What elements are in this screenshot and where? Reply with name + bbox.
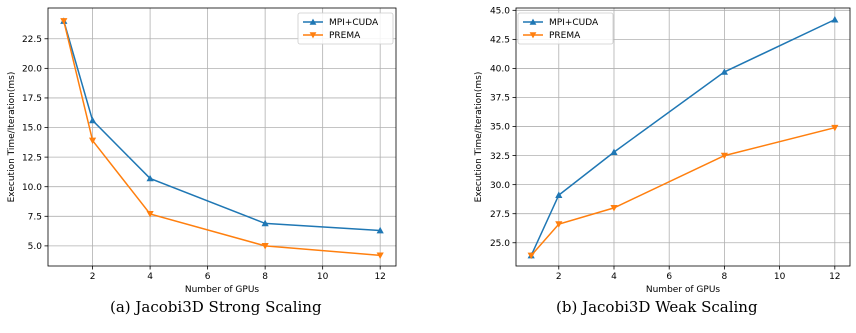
x-tick-label: 8	[722, 272, 728, 282]
y-tick-label: 35.0	[490, 123, 510, 133]
y-axis-label: Execution Time/Iteration(ms)	[474, 72, 484, 203]
legend-swatch-marker	[529, 18, 537, 25]
x-tick-label: 6	[666, 272, 672, 282]
legend-box	[297, 12, 394, 45]
x-axis-label: Number of GPUs	[185, 285, 260, 295]
data-point-prema	[261, 243, 269, 250]
data-point-mpi-cuda	[376, 226, 384, 234]
y-tick-label: 20.0	[22, 65, 42, 75]
series-line-prema	[63, 20, 381, 257]
y-axis-label: Execution Time/Iteration(ms)	[7, 72, 17, 203]
x-tick-label: 4	[611, 272, 617, 282]
legend-entry: PREMA	[329, 31, 361, 41]
series-line-mpi-cuda	[530, 18, 836, 256]
y-tick-label: 5.0	[28, 242, 43, 252]
data-point-prema	[527, 252, 535, 260]
y-tick-label: 30.0	[490, 181, 510, 191]
figure-canvas: 2 4 6 8 10 12 5.0 7.5 10.0 12.5 15.0 17.5 20.0 22.5 Nu…	[7, 7, 851, 295]
x-tick-label: 10	[774, 272, 786, 282]
data-point-mpi-cuda	[720, 68, 729, 75]
y-tick-label: 22.5	[22, 35, 42, 45]
legend: MPI+CUDA PREMA	[517, 12, 614, 45]
x-tick-label: 2	[556, 272, 562, 282]
y-tick-label: 32.5	[490, 152, 510, 162]
x-tick-label: 2	[90, 272, 96, 282]
data-point-mpi-cuda	[555, 191, 563, 198]
y-tick-label: 7.5	[28, 212, 42, 222]
y-tick-label: 17.5	[22, 94, 42, 104]
data-point-mpi-cuda	[610, 148, 618, 155]
data-point-prema	[831, 124, 839, 132]
legend: MPI+CUDA PREMA	[297, 12, 394, 45]
y-tick-label: 37.5	[490, 94, 510, 104]
legend-entry: MPI+CUDA	[329, 18, 379, 28]
data-point-mpi-cuda	[261, 219, 269, 227]
legend-swatch-marker	[309, 18, 317, 25]
weak-scaling-chart: 2 4 6 8 10 12 25.0 27.5 30.0 32.5 35.0 37.5 40.0 42.5…	[474, 7, 851, 295]
data-point-prema	[60, 18, 68, 25]
data-point-prema	[88, 137, 97, 145]
y-tick-label: 25.0	[490, 239, 510, 249]
y-tick-label: 42.5	[490, 36, 510, 46]
data-point-prema	[555, 221, 563, 228]
y-tick-label: 45.0	[490, 7, 510, 17]
x-axis-label: Number of GPUs	[646, 285, 721, 295]
data-point-prema	[146, 211, 154, 218]
plot-frame	[515, 7, 851, 267]
data-point-mpi-cuda	[831, 16, 839, 23]
data-point-prema	[610, 205, 618, 212]
series-line-prema	[530, 126, 836, 257]
y-tick-label: 40.0	[490, 65, 510, 75]
caption-weak-scaling: (b) Jacobi3D Weak Scaling	[556, 298, 758, 316]
legend-swatch-marker	[309, 32, 317, 39]
series-line-mpi-cuda	[63, 20, 381, 232]
x-tick-label: 6	[205, 272, 211, 282]
x-tick-label: 4	[147, 272, 153, 282]
caption-strong-scaling: (a) Jacobi3D Strong Scaling	[110, 298, 322, 316]
data-point-mpi-cuda	[146, 174, 154, 182]
legend-entry: PREMA	[549, 31, 581, 41]
legend-box	[517, 12, 614, 45]
data-point-prema	[376, 252, 384, 259]
y-tick-label: 15.0	[22, 124, 42, 134]
data-point-prema	[720, 152, 729, 160]
legend-swatch-marker	[529, 32, 537, 39]
x-tick-label: 10	[317, 272, 329, 282]
x-tick-label: 12	[829, 272, 840, 282]
x-tick-label: 8	[262, 272, 268, 282]
data-point-mpi-cuda	[88, 116, 97, 124]
plot-frame	[47, 7, 397, 267]
y-tick-label: 10.0	[22, 183, 42, 193]
x-tick-label: 12	[374, 272, 385, 282]
legend-entry: MPI+CUDA	[549, 18, 599, 28]
y-tick-label: 12.5	[22, 153, 42, 163]
strong-scaling-chart: 2 4 6 8 10 12 5.0 7.5 10.0 12.5 15.0 17.5 20.0 22.5 Nu…	[7, 7, 397, 295]
y-tick-label: 27.5	[490, 210, 510, 220]
